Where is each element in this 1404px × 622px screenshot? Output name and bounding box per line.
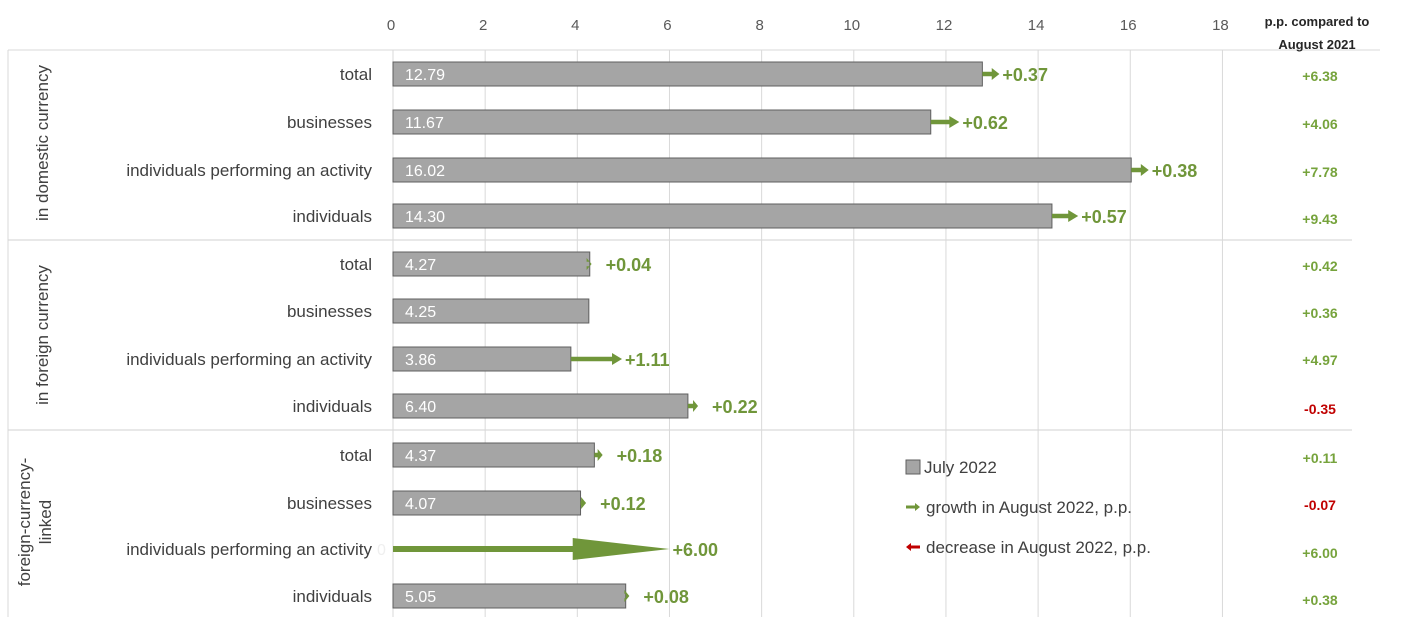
legend-label-july: July 2022 bbox=[924, 458, 997, 477]
x-tick-label: 4 bbox=[571, 17, 579, 34]
group-labels: in domestic currency in foreign currency f… bbox=[15, 65, 55, 587]
yoy-change-value: +0.42 bbox=[1302, 258, 1338, 274]
bar-july-2022 bbox=[392, 583, 627, 609]
growth-arrow bbox=[930, 116, 960, 128]
yoy-change-value: +0.38 bbox=[1302, 592, 1338, 608]
yoy-change-value: +0.36 bbox=[1302, 305, 1338, 321]
bar-value-label: 12.79 bbox=[405, 67, 445, 84]
yoy-change-value: +4.97 bbox=[1302, 352, 1338, 368]
bar-value-label: 5.05 bbox=[405, 589, 436, 606]
bar-july-2022 bbox=[392, 109, 932, 135]
bar-value-label: 3.86 bbox=[405, 352, 436, 369]
bar-value-label: 6.40 bbox=[405, 399, 436, 416]
category-label: individuals bbox=[293, 587, 372, 606]
category-label: businesses bbox=[287, 302, 372, 321]
yoy-change-value: +0.11 bbox=[1303, 450, 1338, 466]
bar-july-2022 bbox=[392, 157, 1132, 183]
group-label: in domestic currency bbox=[33, 65, 52, 221]
legend-swatch-july bbox=[905, 459, 921, 475]
change-value-label: +0.18 bbox=[617, 446, 663, 466]
category-label: individuals performing an activity bbox=[126, 161, 372, 180]
category-label: businesses bbox=[287, 113, 372, 132]
x-axis-ticks: 0 2 4 6 8 10 12 14 16 18 bbox=[387, 17, 1229, 34]
legend-label-decrease: decrease in August 2022, p.p. bbox=[926, 538, 1151, 557]
category-label: total bbox=[340, 65, 372, 84]
growth-arrow bbox=[1051, 210, 1079, 222]
bar-july-2022 bbox=[392, 203, 1053, 229]
change-value-label: +0.08 bbox=[643, 587, 689, 607]
growth-arrow bbox=[586, 258, 592, 270]
change-value-label: +0.12 bbox=[600, 494, 646, 514]
group-separators bbox=[7, 49, 1380, 617]
x-tick-label: 16 bbox=[1120, 17, 1137, 34]
change-value-label: +0.37 bbox=[1002, 65, 1048, 85]
growth-arrow bbox=[982, 68, 1000, 80]
bar-value-label: 14.30 bbox=[405, 209, 445, 226]
category-label: individuals performing an activity bbox=[126, 350, 372, 369]
growth-arrow bbox=[393, 538, 670, 560]
legend-decrease-arrow-icon bbox=[906, 543, 920, 551]
change-value-label: +0.62 bbox=[962, 113, 1008, 133]
change-value-label: +1.11 bbox=[625, 350, 670, 370]
category-label: individuals bbox=[293, 207, 372, 226]
growth-arrow bbox=[570, 353, 623, 365]
change-value-label: +0.22 bbox=[712, 397, 758, 417]
bar-value-label: 4.37 bbox=[405, 448, 436, 465]
change-arrows: +0.37 +0.62 +0.38 +0.57 +0.04 +1.11 +0.22 +0.18… bbox=[393, 65, 1197, 607]
group-label: in foreign currency bbox=[33, 265, 52, 405]
category-label: individuals bbox=[293, 397, 372, 416]
change-value-label: +0.04 bbox=[606, 255, 652, 275]
right-column-header-line1: p.p. compared to bbox=[1265, 14, 1370, 29]
group-label: foreign-currency-linked bbox=[15, 458, 55, 587]
growth-arrow bbox=[687, 400, 699, 412]
yoy-change-value: -0.35 bbox=[1304, 401, 1336, 417]
growth-arrow bbox=[1131, 164, 1149, 176]
bar-value-label: 4.25 bbox=[405, 304, 436, 321]
yoy-change-value: +9.43 bbox=[1302, 211, 1338, 227]
growth-arrow bbox=[580, 497, 587, 509]
legend: July 2022 growth in August 2022, p.p. decr… bbox=[905, 458, 1151, 557]
right-column: p.p. compared to August 2021 +6.38 +4.06 +… bbox=[1265, 14, 1370, 608]
category-label: individuals performing an activity bbox=[126, 540, 372, 559]
bar-value-label: 4.27 bbox=[405, 257, 436, 274]
bar-july-2022 bbox=[392, 393, 689, 419]
right-column-header-line2: August 2021 bbox=[1278, 37, 1355, 52]
x-tick-label: 8 bbox=[755, 17, 763, 34]
legend-label-growth: growth in August 2022, p.p. bbox=[926, 498, 1132, 517]
x-tick-label: 12 bbox=[936, 17, 953, 34]
bar-july-2022 bbox=[392, 346, 572, 372]
x-tick-label: 10 bbox=[843, 17, 860, 34]
category-label: businesses bbox=[287, 494, 372, 513]
change-value-label: +6.00 bbox=[672, 540, 718, 560]
yoy-change-value: +4.06 bbox=[1302, 116, 1338, 132]
gridlines bbox=[392, 50, 1223, 617]
bar-value-label: 4.07 bbox=[405, 496, 436, 513]
yoy-change-value: +6.38 bbox=[1302, 68, 1338, 84]
yoy-change-value: +6.00 bbox=[1302, 545, 1338, 561]
x-tick-label: 6 bbox=[663, 17, 671, 34]
x-tick-label: 18 bbox=[1212, 17, 1229, 34]
category-label: total bbox=[340, 255, 372, 274]
legend-growth-arrow-icon bbox=[906, 503, 920, 511]
x-tick-label: 14 bbox=[1028, 17, 1045, 34]
yoy-change-value: -0.07 bbox=[1304, 497, 1336, 513]
change-value-label: +0.38 bbox=[1152, 161, 1198, 181]
category-label: total bbox=[340, 446, 372, 465]
bar-july-2022 bbox=[392, 61, 983, 87]
yoy-change-value: +7.78 bbox=[1302, 164, 1338, 180]
bar-july-2022 bbox=[392, 298, 590, 324]
x-tick-label: 0 bbox=[387, 17, 395, 34]
growth-arrow bbox=[624, 590, 630, 602]
bars: 12.79 11.67 16.02 14.30 4.27 4.25 3.86 6.40 4.37… bbox=[377, 61, 1132, 609]
category-labels: total businesses individuals performing an… bbox=[126, 65, 372, 606]
bar-value-label: 11.67 bbox=[405, 115, 444, 132]
bar-value-label: 16.02 bbox=[405, 163, 445, 180]
growth-arrow bbox=[594, 449, 603, 461]
bar-value-label: 0 bbox=[377, 542, 386, 559]
x-tick-label: 2 bbox=[479, 17, 487, 34]
change-value-label: +0.57 bbox=[1081, 207, 1127, 227]
